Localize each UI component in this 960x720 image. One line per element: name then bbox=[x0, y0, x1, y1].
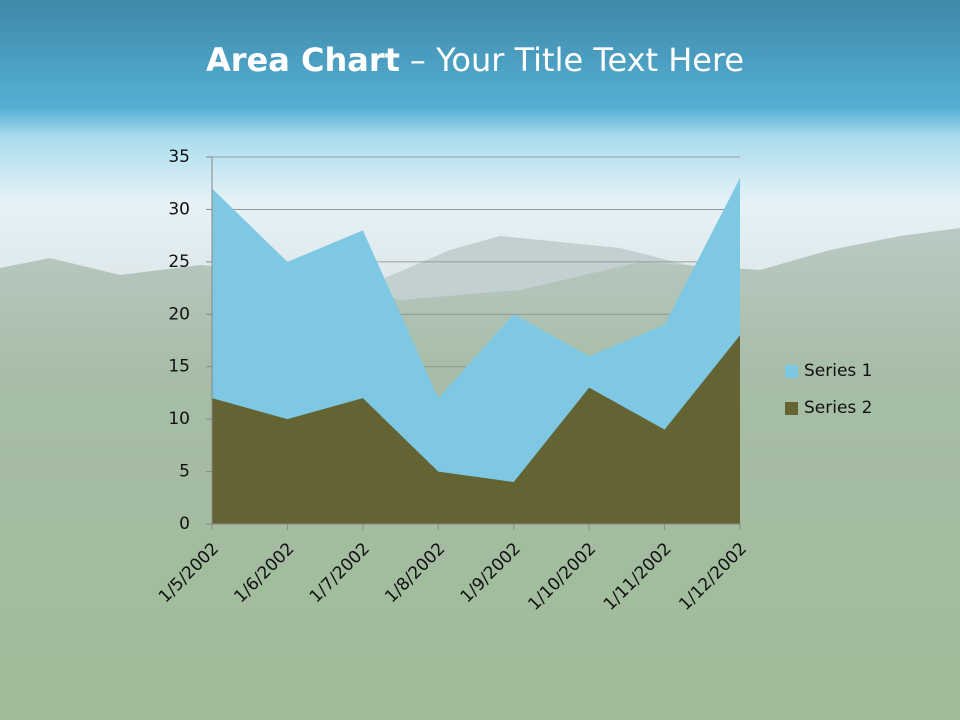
y-tick-label: 20 bbox=[168, 304, 190, 324]
y-tick-label: 25 bbox=[168, 252, 190, 272]
area bbox=[212, 335, 740, 524]
y-tick-label: 35 bbox=[168, 147, 190, 167]
chart-title: Area Chart – Your Title Text Here bbox=[206, 41, 744, 79]
legend-label: Series 2 bbox=[804, 398, 873, 418]
y-tick-label: 15 bbox=[168, 357, 190, 377]
y-tick-label: 5 bbox=[179, 462, 190, 482]
y-tick-label: 10 bbox=[168, 409, 190, 429]
title-rest: – Your Title Text Here bbox=[410, 41, 744, 79]
legend-swatch bbox=[785, 402, 798, 415]
y-tick-label: 0 bbox=[179, 514, 190, 534]
y-tick-label: 30 bbox=[168, 199, 190, 219]
legend-label: Series 1 bbox=[804, 361, 873, 381]
title-bold: Area Chart bbox=[206, 41, 400, 79]
legend-swatch bbox=[785, 365, 798, 378]
